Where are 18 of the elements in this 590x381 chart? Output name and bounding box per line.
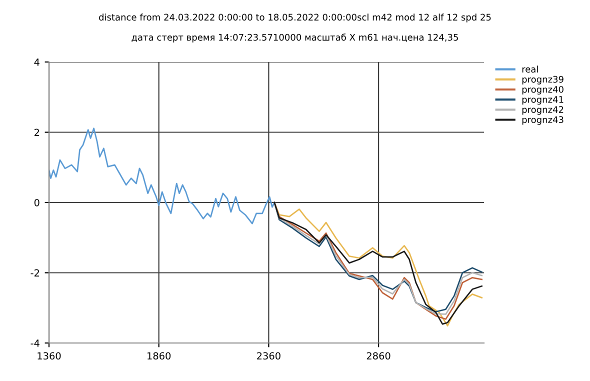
- y-tick-label: 0: [34, 198, 40, 206]
- legend-label: prognz40: [522, 86, 564, 95]
- legend-label: prognz43: [522, 116, 564, 125]
- x-tick-label: 2860: [366, 352, 390, 360]
- y-tick-label: -4: [30, 340, 40, 347]
- x-tick-label: 2360: [257, 352, 280, 360]
- legend-label: prognz42: [522, 106, 564, 115]
- y-tick-label: -2: [30, 269, 39, 276]
- legend-label: prognz41: [522, 96, 564, 105]
- chart-title: distance from 24.03.2022 0:00:00 to 18.05.2022 0:00:00scl m42 mod 12 alf 12 spd 25: [99, 14, 491, 22]
- x-tick-label: 1360: [38, 352, 61, 360]
- legend-label: prognz39: [522, 76, 564, 84]
- line-series: [49, 128, 276, 224]
- y-tick-label: 2: [34, 128, 39, 136]
- legend-label: real: [522, 66, 538, 73]
- x-tick-label: 1860: [148, 352, 171, 360]
- chart-subtitle: дата стерт время 14:07:23.5710000 масштаб X m61 нач.цена 124,35: [132, 34, 458, 42]
- y-tick-label: 4: [34, 58, 40, 66]
